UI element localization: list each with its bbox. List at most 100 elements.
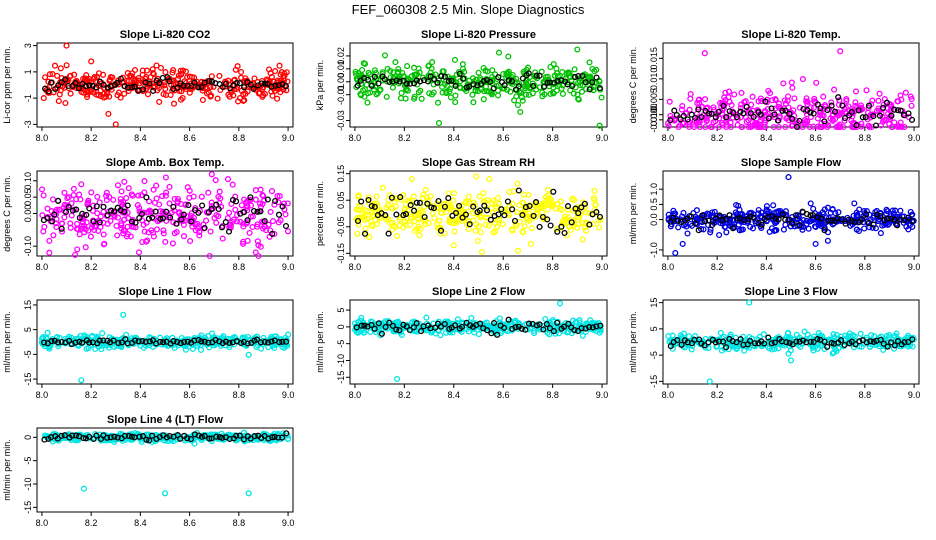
- data-point: [770, 202, 777, 209]
- data-point: [518, 89, 525, 96]
- data-point: [243, 220, 250, 227]
- data-point: [885, 334, 892, 341]
- data-point: [367, 328, 374, 336]
- data-point: [692, 333, 699, 340]
- data-point: [524, 64, 532, 71]
- reference-point: [495, 74, 502, 81]
- reference-point: [536, 72, 543, 79]
- reference-point: [96, 337, 103, 344]
- data-point: [120, 198, 127, 206]
- data-point: [62, 99, 69, 107]
- x-tick-label: 8.2: [711, 133, 724, 143]
- data-point: [788, 79, 795, 86]
- outlier-point: [161, 490, 169, 497]
- data-point: [135, 249, 143, 256]
- outlier-point: [812, 240, 819, 247]
- reference-point: [170, 338, 177, 345]
- data-point: [101, 240, 108, 247]
- reference-point: [824, 343, 831, 350]
- reference-point: [86, 82, 93, 89]
- data-point: [575, 220, 582, 228]
- reference-point: [58, 338, 65, 346]
- data-point: [465, 218, 472, 225]
- y-tick-label: -10: [23, 477, 33, 490]
- data-point: [257, 186, 264, 193]
- data-point: [868, 331, 875, 339]
- data-point: [423, 314, 430, 321]
- reference-point: [792, 212, 799, 219]
- x-tick-label: 8.8: [233, 262, 246, 272]
- data-point: [186, 194, 193, 201]
- data-point: [98, 346, 105, 353]
- data-point: [712, 118, 719, 125]
- reference-point: [51, 337, 58, 344]
- reference-point: [853, 122, 860, 129]
- data-point: [542, 315, 549, 323]
- data-point: [208, 73, 215, 80]
- reference-point: [786, 339, 793, 347]
- data-point: [543, 197, 550, 204]
- data-point: [772, 227, 779, 234]
- reference-point: [831, 108, 839, 115]
- outlier-point: [574, 46, 581, 53]
- data-point: [41, 223, 48, 230]
- reference-point: [733, 339, 740, 346]
- y-tick-label: 0.000: [649, 103, 659, 126]
- data-point: [785, 329, 792, 336]
- reference-point: [891, 106, 898, 113]
- data-point: [197, 346, 205, 353]
- data-point: [521, 223, 528, 230]
- reference-point: [261, 218, 268, 225]
- data-point: [150, 229, 157, 236]
- data-point: [247, 202, 255, 209]
- x-tick-label: 8.4: [760, 262, 773, 272]
- reference-point: [768, 105, 775, 112]
- data-point: [397, 95, 405, 102]
- reference-point: [540, 83, 548, 90]
- data-point: [877, 230, 884, 237]
- reference-point: [817, 215, 825, 222]
- reference-point: [157, 215, 164, 223]
- data-point: [586, 210, 593, 217]
- reference-point: [872, 122, 880, 129]
- reference-point: [275, 211, 283, 218]
- panel-title: Slope Line 1 Flow: [119, 286, 212, 298]
- reference-point: [83, 211, 90, 218]
- data-point: [755, 98, 762, 105]
- reference-point: [839, 102, 846, 109]
- reference-point: [466, 221, 473, 228]
- data-point: [42, 74, 49, 81]
- data-point: [135, 74, 142, 82]
- reference-point: [397, 194, 404, 201]
- x-tick-label: 8.2: [85, 133, 98, 143]
- data-point: [820, 93, 827, 100]
- reference-point: [593, 208, 600, 216]
- data-point: [480, 96, 487, 103]
- data-point: [505, 53, 512, 60]
- data-point: [725, 88, 733, 95]
- data-point: [139, 71, 146, 78]
- data-point: [670, 207, 677, 214]
- data-point: [806, 123, 813, 131]
- data-point: [495, 82, 502, 89]
- reference-point: [870, 221, 877, 228]
- data-point: [128, 191, 135, 198]
- data-point: [198, 436, 205, 444]
- reference-point: [740, 110, 747, 117]
- reference-point: [226, 339, 233, 347]
- data-point: [402, 87, 410, 94]
- reference-point: [180, 211, 187, 218]
- data-point: [213, 219, 220, 226]
- data-point: [109, 74, 116, 81]
- reference-point: [233, 198, 240, 205]
- data-point: [141, 189, 148, 196]
- data-point: [411, 227, 418, 235]
- data-point: [252, 187, 259, 194]
- data-point: [77, 225, 85, 232]
- reference-point: [526, 202, 533, 210]
- data-point: [272, 68, 279, 75]
- reference-point: [49, 218, 56, 225]
- outlier-point: [514, 101, 522, 109]
- data-point: [489, 67, 496, 74]
- data-point: [39, 212, 46, 219]
